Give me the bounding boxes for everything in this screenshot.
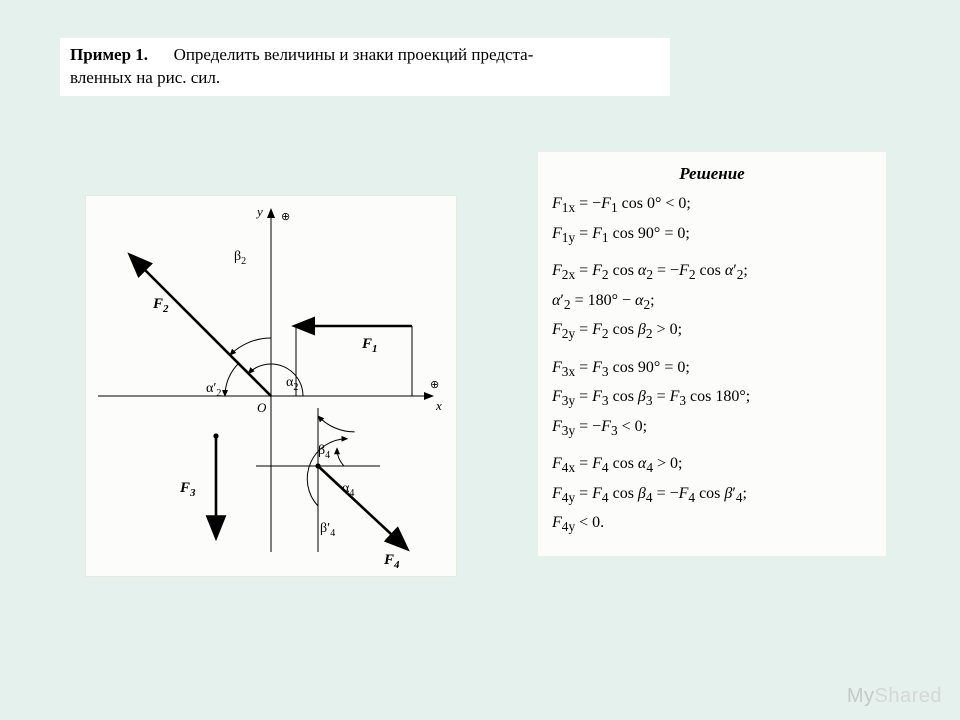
watermark-suffix: Shared <box>875 685 943 707</box>
svg-text:F3: F3 <box>179 480 196 499</box>
svg-text:β2: β2 <box>234 249 246 267</box>
svg-text:F4: F4 <box>383 552 400 571</box>
problem-text-1: Определить величины и знаки проекций пре… <box>174 45 534 64</box>
svg-text:F1: F1 <box>361 336 378 355</box>
svg-text:x: x <box>435 398 442 413</box>
watermark-prefix: My <box>847 685 875 707</box>
force-diagram: xyO⊕⊕F1F2F3F4α2α′2β2α4β4β′4 <box>86 196 456 576</box>
problem-text-2: вленных на рис. сил. <box>70 68 220 87</box>
svg-text:β′4: β′4 <box>320 521 335 539</box>
svg-text:⊕: ⊕ <box>281 211 290 223</box>
solution-title: Решение <box>552 160 872 187</box>
watermark: MyShared <box>847 685 942 708</box>
problem-statement: Пример 1. Определить величины и знаки пр… <box>60 38 670 96</box>
svg-text:y: y <box>255 204 263 219</box>
svg-text:F2: F2 <box>152 296 169 315</box>
svg-text:α4: α4 <box>342 481 354 499</box>
svg-text:⊕: ⊕ <box>430 379 439 391</box>
solution-panel: Решение F1x = −F1 cos 0° < 0;F1y = F1 co… <box>538 152 886 556</box>
svg-text:O: O <box>257 400 267 415</box>
svg-text:β4: β4 <box>318 443 330 461</box>
problem-label: Пример 1. <box>70 45 148 64</box>
solution-body: F1x = −F1 cos 0° < 0;F1y = F1 cos 90° = … <box>552 191 872 538</box>
figure-panel: xyO⊕⊕F1F2F3F4α2α′2β2α4β4β′4 <box>85 195 457 577</box>
